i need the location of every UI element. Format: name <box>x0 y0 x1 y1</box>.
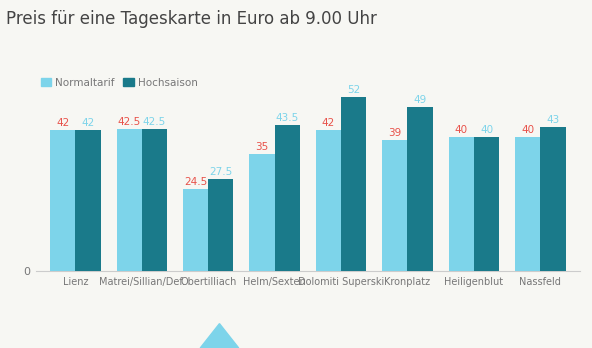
Bar <box>249 154 275 271</box>
Bar <box>540 127 565 271</box>
Text: 35: 35 <box>255 142 269 152</box>
Text: 42: 42 <box>81 118 95 128</box>
Text: 42: 42 <box>56 118 69 128</box>
Text: 49: 49 <box>413 95 427 105</box>
Text: 42.5: 42.5 <box>118 117 141 127</box>
Bar <box>341 97 366 271</box>
Bar <box>117 129 142 271</box>
Bar <box>474 137 499 271</box>
Text: 52: 52 <box>347 85 361 95</box>
Bar <box>208 179 233 271</box>
Bar <box>449 137 474 271</box>
Text: 39: 39 <box>388 128 401 139</box>
Bar <box>75 130 101 271</box>
Bar <box>183 189 208 271</box>
Text: 24.5: 24.5 <box>184 177 207 187</box>
Text: 42.5: 42.5 <box>143 117 166 127</box>
Text: 40: 40 <box>455 125 468 135</box>
Text: 43.5: 43.5 <box>276 113 299 123</box>
Bar <box>382 140 407 271</box>
Legend: Normaltarif, Hochsaison: Normaltarif, Hochsaison <box>41 78 198 88</box>
Bar <box>515 137 540 271</box>
Text: Preis für eine Tageskarte in Euro ab 9.00 Uhr: Preis für eine Tageskarte in Euro ab 9.0… <box>6 10 377 29</box>
Text: 27.5: 27.5 <box>209 167 233 177</box>
Text: 43: 43 <box>546 115 559 125</box>
Bar <box>407 107 433 271</box>
Bar <box>50 130 75 271</box>
Bar <box>316 130 341 271</box>
Bar <box>275 125 300 271</box>
Bar <box>142 129 167 271</box>
Text: 42: 42 <box>322 118 335 128</box>
Text: 40: 40 <box>521 125 534 135</box>
Text: 40: 40 <box>480 125 493 135</box>
